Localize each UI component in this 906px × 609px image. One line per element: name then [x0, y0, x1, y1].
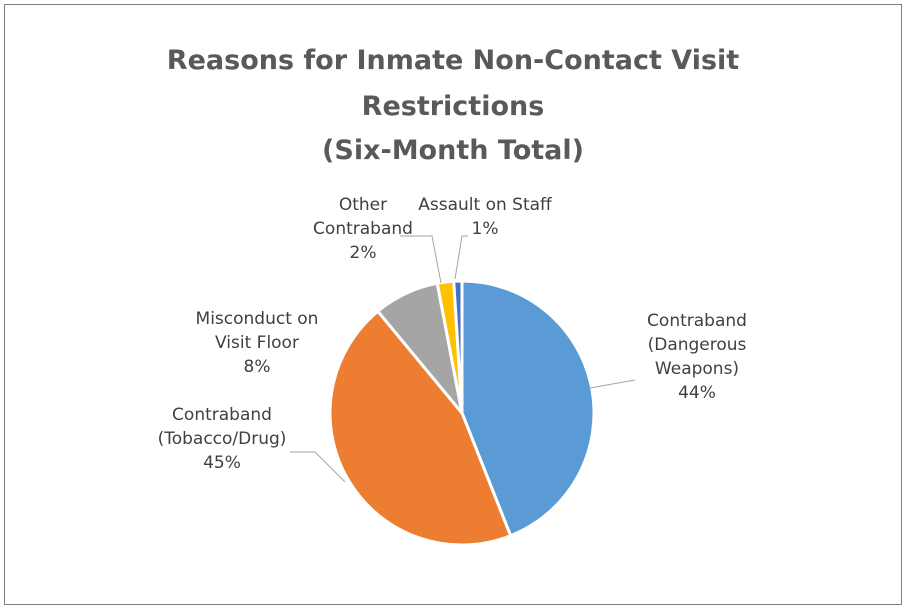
leader-lines	[290, 235, 636, 483]
data-label-3: Misconduct on Visit Floor 8%	[196, 309, 319, 377]
leader-line-1	[589, 379, 636, 389]
chart-title-line-1: Reasons for Inmate Non-Contact Visit	[166, 45, 740, 76]
data-label-1: Contraband (Dangerous Weapons) 44%	[647, 311, 747, 403]
data-labels: Contraband (Dangerous Weapons) 44% Contraban…	[158, 195, 747, 473]
data-label-2: Contraband (Tobacco/Drug) 45%	[158, 405, 287, 473]
pie-slice-1	[460, 279, 596, 538]
data-label-4: Other Contraband 2%	[313, 195, 413, 263]
pie-slices	[328, 279, 596, 547]
leader-line-4	[400, 235, 442, 284]
pie-slice-5	[452, 279, 464, 415]
chart-title-line-2: Restrictions	[361, 91, 545, 122]
data-label-5: Assault on Staff 1%	[418, 195, 553, 239]
pie-slice-2	[328, 309, 513, 547]
chart-title-line-3: (Six-Month Total)	[322, 135, 584, 166]
leader-line-2	[290, 451, 346, 483]
leader-line-5	[454, 235, 468, 280]
